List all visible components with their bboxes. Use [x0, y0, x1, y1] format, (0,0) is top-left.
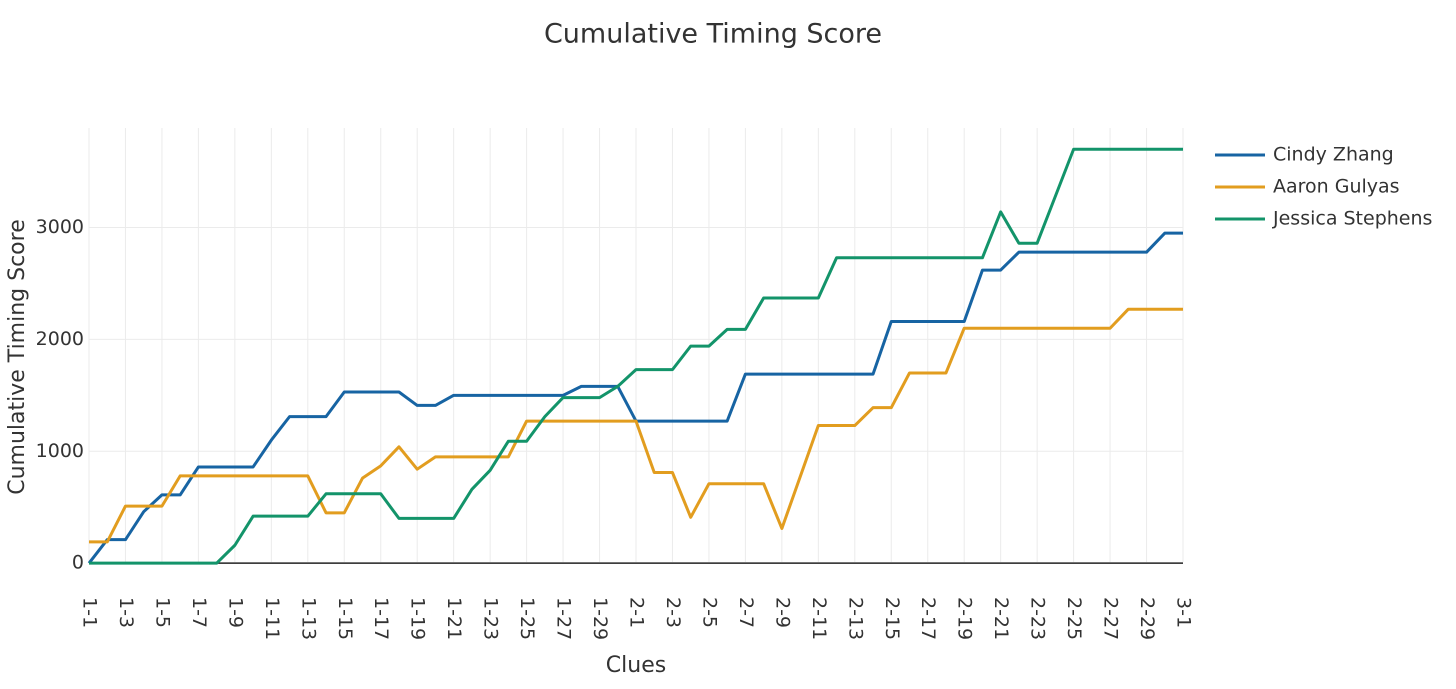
x-tick-label: 2-5: [698, 597, 720, 628]
x-tick-label: 2-7: [735, 597, 757, 628]
x-tick-label: 2-21: [990, 597, 1012, 640]
x-tick-label: 2-13: [844, 597, 866, 640]
x-tick-label: 2-9: [771, 597, 793, 628]
x-tick-label: 1-25: [516, 597, 538, 640]
series-line: [89, 147, 1183, 565]
y-tick-label: 3000: [36, 216, 84, 238]
x-tick-label: 2-3: [662, 597, 684, 628]
x-tick-label: 2-27: [1100, 597, 1122, 640]
y-tick-label: 2000: [36, 328, 84, 350]
x-tick-label: 2-17: [917, 597, 939, 640]
x-tick-label: 1-9: [224, 597, 246, 628]
y-tick-label: 1000: [36, 440, 84, 462]
series-line: [89, 307, 1183, 544]
x-tick-label: 1-13: [297, 597, 319, 640]
x-tick-label: 2-11: [808, 597, 830, 640]
x-tick-label: 1-7: [188, 597, 210, 628]
y-axis-title: Cumulative Timing Score: [5, 219, 30, 495]
x-tick-label: 3-1: [1173, 597, 1195, 628]
x-tick-label: 1-3: [115, 597, 137, 628]
x-tick-label: 2-15: [881, 597, 903, 640]
x-axis-title: Clues: [606, 653, 666, 678]
x-tick-label: 2-19: [954, 597, 976, 640]
x-tick-label: 1-1: [79, 597, 101, 628]
x-tick-label: 2-1: [626, 597, 648, 628]
x-tick-label: 1-23: [480, 597, 502, 640]
legend-label: Jessica Stephens: [1272, 208, 1432, 230]
chart-title: Cumulative Timing Score: [544, 19, 882, 50]
x-tick-label: 1-21: [443, 597, 465, 640]
x-tick-label: 1-27: [553, 597, 575, 640]
y-tick-label: 0: [72, 552, 84, 574]
x-tick-label: 2-25: [1063, 597, 1085, 640]
x-tick-label: 1-5: [151, 597, 173, 628]
x-tick-label: 2-23: [1027, 597, 1049, 640]
x-tick-label: 1-19: [407, 597, 429, 640]
x-tick-label: 1-29: [589, 597, 611, 640]
legend-label: Cindy Zhang: [1273, 144, 1394, 166]
x-tick-label: 2-29: [1136, 597, 1158, 640]
x-tick-label: 1-11: [261, 597, 283, 640]
x-tick-label: 1-17: [370, 597, 392, 640]
x-tick-label: 1-15: [334, 597, 356, 640]
legend-label: Aaron Gulyas: [1273, 176, 1400, 198]
